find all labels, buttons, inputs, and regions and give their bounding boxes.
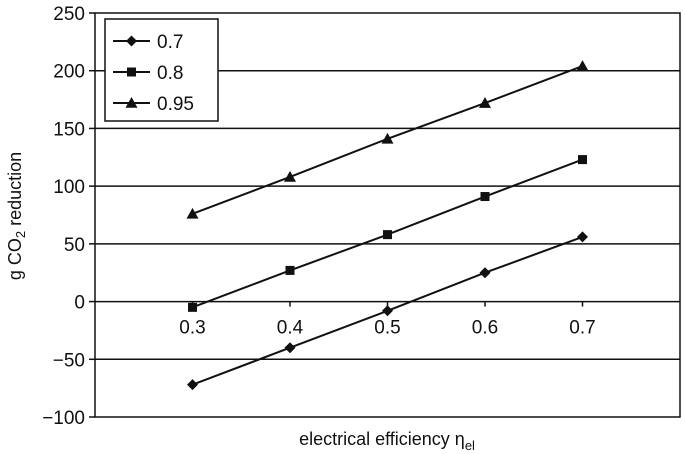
data-point-s0-p0: [187, 379, 198, 391]
data-point-s1-p4: [578, 155, 587, 165]
data-point-s1-p3: [480, 192, 490, 202]
data-point-s2-p2: [381, 132, 394, 144]
data-point-s0-p4: [577, 231, 588, 243]
data-point-s2-p3: [479, 97, 491, 108]
series-layer: [186, 60, 589, 391]
x-tick-label-4: 0.7: [569, 318, 595, 339]
data-point-s2-p1: [284, 170, 296, 182]
x-axis-label: electrical efficiency ηel: [299, 429, 475, 453]
data-point-s1-p0: [188, 302, 197, 312]
y-tick-label-6: 200: [53, 62, 85, 83]
legend: 0.7 0.8 0.95: [104, 18, 219, 122]
plot-frame: [94, 12, 681, 418]
y-axis-label-subscript: 2: [13, 231, 28, 238]
y-tick-label-4: 100: [53, 177, 85, 198]
series-2: [186, 60, 589, 219]
x-tick-label-2: 0.5: [374, 318, 400, 339]
data-point-s0-p3: [479, 267, 491, 279]
y-tick-label-0: −100: [42, 408, 85, 429]
x-axis-label-main: electrical efficiency η: [299, 429, 465, 449]
y-tick-label-2: 0: [74, 293, 85, 314]
legend-label-2: 0.95: [157, 94, 194, 115]
legend-item-0: 0.7: [113, 32, 183, 53]
data-point-s2-p4: [576, 60, 589, 71]
series-1: [188, 155, 587, 312]
series-0: [187, 231, 588, 391]
data-point-s0-p1: [284, 342, 296, 354]
y-tick-label-3: 50: [64, 235, 85, 256]
data-point-s1-p2: [383, 230, 392, 240]
data-point-s1-p1: [285, 265, 295, 275]
data-point-s2-p0: [186, 207, 199, 219]
legend-marker-0: [126, 35, 137, 47]
x-tick-label-3: 0.6: [472, 318, 498, 339]
x-axis-label-subscript: el: [465, 438, 475, 453]
x-axis-ticks: 0.3 0.4 0.5 0.6 0.7: [179, 301, 596, 339]
y-axis-label-main: g CO: [5, 238, 25, 280]
data-point-s0-p2: [382, 305, 393, 317]
y-axis-label-suffix: reduction: [5, 152, 25, 231]
legend-item-2: 0.95: [113, 94, 194, 115]
y-axis-ticks: −100 −50 0 50 100 150 200 250: [42, 4, 85, 429]
legend-item-1: 0.8: [113, 63, 183, 84]
y-tick-label-7: 250: [53, 4, 85, 25]
legend-label-0: 0.7: [157, 32, 183, 53]
legend-label-1: 0.8: [157, 63, 183, 84]
legend-marker-1: [127, 67, 136, 77]
x-tick-label-0: 0.3: [179, 318, 205, 339]
legend-marker-2: [125, 97, 138, 108]
y-tick-label-1: −50: [53, 350, 85, 371]
y-axis-label: g CO2 reduction: [5, 152, 28, 280]
x-tick-label-1: 0.4: [277, 318, 304, 339]
y-tick-label-5: 150: [53, 119, 85, 140]
